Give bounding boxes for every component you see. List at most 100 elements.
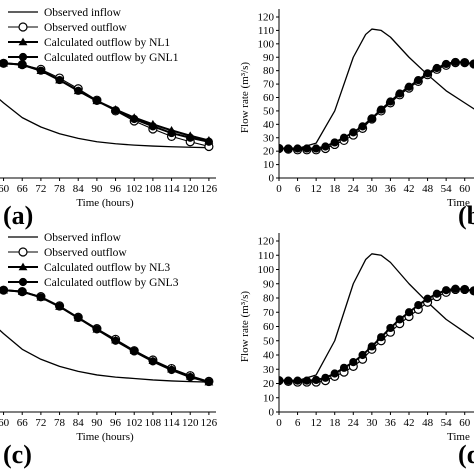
data-point [423, 69, 432, 78]
data-point [302, 376, 311, 385]
data-point [321, 142, 330, 151]
x-tick-label: 18 [329, 417, 341, 429]
x-tick-label: 114 [164, 183, 181, 195]
panel-label: (b) [458, 201, 474, 230]
data-point [451, 57, 460, 67]
y-tick-label: 30 [263, 364, 275, 376]
series-3 [0, 58, 214, 144]
x-tick-label: 42 [404, 183, 415, 195]
y-tick-label: 110 [258, 250, 275, 262]
legend: Observed inflow Observed outflow Calculate… [8, 232, 179, 289]
x-tick-label: 114 [164, 417, 181, 429]
series-line [0, 289, 210, 384]
x-axis-label: Time (hours) [76, 431, 134, 443]
x-tick-label: 102 [126, 417, 143, 429]
x-tick-label: 48 [422, 183, 434, 195]
y-tick-label: 50 [263, 105, 275, 117]
x-tick-label: 96 [110, 183, 122, 195]
series-line [0, 98, 209, 149]
data-point [377, 105, 386, 114]
data-point [204, 137, 213, 146]
data-point [349, 358, 358, 367]
data-point [167, 365, 176, 375]
x-tick-label: 12 [311, 183, 322, 195]
y-tick-label: 120 [258, 12, 275, 24]
series-4 [0, 286, 213, 387]
x-tick-label: 24 [348, 183, 360, 195]
legend-label: Calculated outflow by GNL3 [44, 277, 179, 289]
data-point [0, 286, 8, 295]
y-tick-label: 40 [263, 119, 275, 131]
x-tick-label: 54 [441, 183, 453, 195]
series-line [279, 28, 474, 150]
data-point [18, 287, 27, 296]
legend: Observed inflow Observed outflow Calculate… [8, 7, 179, 64]
x-tick-label: 120 [182, 183, 199, 195]
data-point [302, 144, 311, 153]
legend-label: Calculated outflow by GNL1 [44, 52, 179, 64]
series-line [0, 62, 210, 142]
data-point [460, 285, 469, 294]
y-tick-label: 20 [263, 146, 275, 158]
y-tick-label: 100 [258, 38, 275, 50]
plot-area [279, 28, 474, 155]
x-axis-label: Time (hours) [76, 197, 134, 209]
data-point [423, 294, 432, 303]
legend-label: Observed outflow [44, 22, 127, 34]
legend-label: Calculated outflow by NL1 [44, 37, 170, 49]
y-tick-label: 70 [263, 79, 275, 91]
data-point [204, 377, 213, 387]
data-point [386, 323, 395, 333]
y-tick-label: 30 [263, 132, 275, 144]
data-point [186, 372, 195, 382]
y-tick-label: 10 [263, 159, 275, 171]
x-tick-label: 108 [145, 183, 162, 195]
x-tick-label: 60 [0, 417, 10, 429]
data-point [469, 286, 474, 295]
x-tick-label: 66 [17, 417, 29, 429]
data-point [386, 97, 395, 106]
x-tick-label: 90 [91, 417, 103, 429]
data-point [148, 357, 157, 366]
x-tick-label: 6 [295, 417, 301, 429]
x-tick-label: 126 [201, 417, 218, 429]
series-line [0, 289, 210, 382]
x-tick-label: 108 [145, 417, 162, 429]
y-tick-label: 50 [263, 335, 275, 347]
series-1 [279, 28, 474, 150]
legend-marker [18, 247, 28, 257]
x-tick-label: 54 [441, 417, 453, 429]
data-point [339, 133, 349, 142]
series-3 [279, 284, 474, 385]
panel-label: (c) [3, 440, 32, 469]
data-point [312, 144, 321, 153]
y-axis-label: Flow rate (m³/s) [239, 291, 251, 362]
data-point [469, 59, 474, 69]
y-tick-label: 110 [258, 25, 275, 37]
x-tick-label: 60 [459, 417, 471, 429]
x-tick-label: 42 [404, 417, 415, 429]
data-point [279, 376, 284, 385]
x-tick-label: 12 [311, 417, 322, 429]
data-point [330, 138, 339, 147]
series-line [279, 253, 474, 382]
legend-marker [18, 22, 28, 32]
x-tick-label: 126 [201, 183, 218, 195]
data-point [339, 363, 349, 372]
x-axis-label: Time [447, 197, 470, 209]
data-point [460, 58, 469, 67]
data-point [395, 89, 404, 98]
x-tick-label: 96 [110, 417, 122, 429]
legend-label: Calculated outflow by NL3 [44, 262, 170, 274]
legend-marker [18, 262, 28, 271]
y-tick-label: 60 [263, 321, 275, 333]
data-point [148, 122, 157, 131]
chart-panel-2: 0 6 12 18 24 30 36 42 48 54 6001020304050607080901… [239, 9, 474, 230]
data-point [404, 308, 414, 317]
series-line [279, 287, 474, 382]
data-point [18, 60, 27, 69]
data-point [279, 144, 284, 153]
data-point [349, 128, 358, 137]
data-point [451, 284, 460, 293]
